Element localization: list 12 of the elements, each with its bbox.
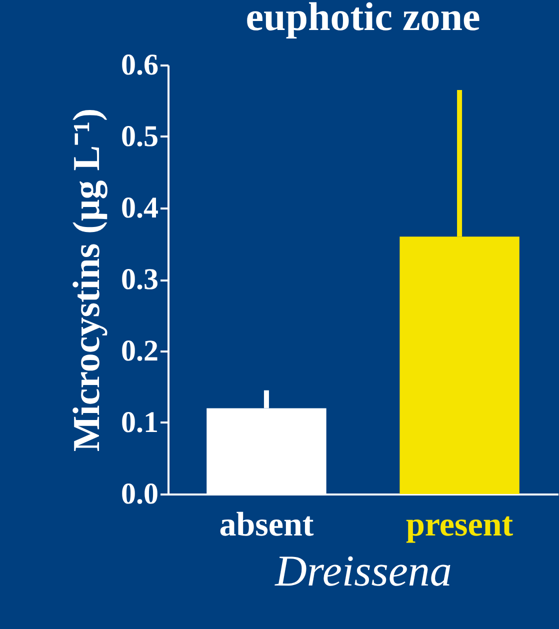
y-tick-label: 0.2 [121, 334, 158, 368]
chart-title: euphotic zone [246, 0, 480, 39]
y-tick-label: 0.1 [121, 406, 158, 439]
x-tick-label: absent [219, 506, 314, 544]
y-tick-label: 0.3 [121, 263, 158, 296]
x-axis-title: Dreissena [274, 546, 452, 596]
y-axis-title: Microcystins (µg L⁻¹) [66, 108, 108, 452]
y-tick-label: 0.4 [121, 192, 158, 224]
x-tick-label: present [406, 506, 514, 544]
y-tick-label: 0.5 [121, 120, 158, 153]
y-tick-label: 0.0 [121, 478, 158, 510]
y-tick-label: 0.6 [121, 48, 158, 82]
